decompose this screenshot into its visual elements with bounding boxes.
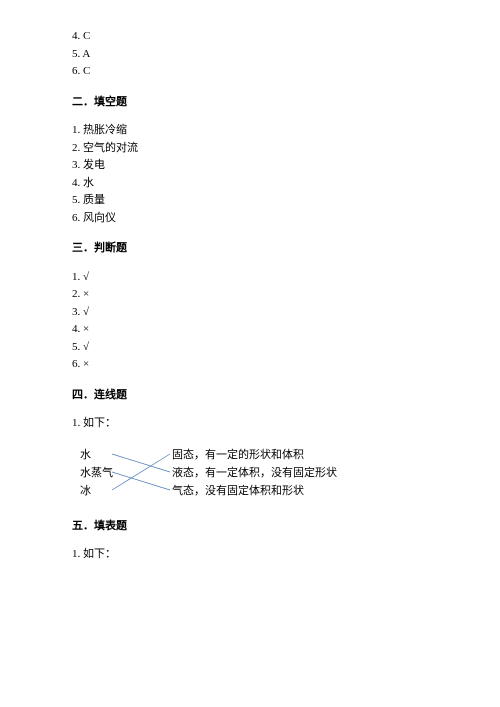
choice-num: 6.	[72, 65, 80, 77]
match-left-item: 水蒸气	[80, 465, 113, 482]
item-num: 3.	[72, 159, 80, 171]
judge-mark: ×	[83, 323, 89, 335]
match-left-item: 水	[80, 447, 91, 464]
item-text: 风向仪	[83, 212, 116, 224]
judge-row: 1. √	[72, 269, 428, 286]
item-text: 热胀冷缩	[83, 124, 127, 136]
section-4-subtext: 1. 如下：	[72, 415, 428, 432]
choice-value: C	[83, 30, 90, 42]
judge-mark: ×	[83, 288, 89, 300]
item-num: 5.	[72, 341, 80, 353]
fill-blank-row: 5. 质量	[72, 192, 428, 209]
item-num: 5.	[72, 194, 80, 206]
section-3-header: 三．判断题	[72, 240, 428, 257]
section-2-header: 二．填空题	[72, 94, 428, 111]
judge-mark: ×	[83, 358, 89, 370]
item-num: 2.	[72, 142, 80, 154]
item-text: 质量	[83, 194, 105, 206]
match-left-item: 冰	[80, 483, 91, 500]
choice-answer-row: 4. C	[72, 28, 428, 45]
fill-blank-row: 2. 空气的对流	[72, 140, 428, 157]
judge-mark: √	[83, 271, 89, 283]
item-text: 空气的对流	[83, 142, 138, 154]
item-num: 2.	[72, 288, 80, 300]
choice-value: A	[82, 48, 90, 60]
item-num: 4.	[72, 323, 80, 335]
choice-answers-block: 4. C 5. A 6. C	[72, 28, 428, 80]
fill-blank-row: 3. 发电	[72, 157, 428, 174]
section-4-header: 四．连线题	[72, 387, 428, 404]
section-5-subtext: 1. 如下：	[72, 546, 428, 563]
choice-value: C	[83, 65, 90, 77]
match-right-item: 固态，有一定的形状和体积	[172, 447, 304, 464]
choice-num: 5.	[72, 48, 80, 60]
judge-row: 5. √	[72, 339, 428, 356]
section-5-header: 五．填表题	[72, 518, 428, 535]
choice-answer-row: 6. C	[72, 63, 428, 80]
item-num: 3.	[72, 306, 80, 318]
item-num: 6.	[72, 212, 80, 224]
match-right-item: 液态，有一定体积，没有固定形状	[172, 465, 337, 482]
judge-row: 4. ×	[72, 321, 428, 338]
judge-row: 6. ×	[72, 356, 428, 373]
fill-blank-row: 1. 热胀冷缩	[72, 122, 428, 139]
judge-mark: √	[83, 341, 89, 353]
choice-answer-row: 5. A	[72, 46, 428, 63]
judge-block: 1. √ 2. × 3. √ 4. × 5. √ 6. ×	[72, 269, 428, 373]
judge-row: 3. √	[72, 304, 428, 321]
judge-mark: √	[83, 306, 89, 318]
match-right-item: 气态，没有固定体积和形状	[172, 483, 304, 500]
item-num: 4.	[72, 177, 80, 189]
item-text: 发电	[83, 159, 105, 171]
fill-blank-block: 1. 热胀冷缩 2. 空气的对流 3. 发电 4. 水 5. 质量 6. 风向仪	[72, 122, 428, 226]
fill-blank-row: 4. 水	[72, 175, 428, 192]
matching-diagram: 水水蒸气冰 固态，有一定的形状和体积液态，有一定体积，没有固定形状气态，没有固定体…	[72, 446, 428, 504]
choice-num: 4.	[72, 30, 80, 42]
item-num: 1.	[72, 124, 80, 136]
item-num: 6.	[72, 358, 80, 370]
item-num: 1.	[72, 271, 80, 283]
item-text: 水	[83, 177, 94, 189]
judge-row: 2. ×	[72, 286, 428, 303]
fill-blank-row: 6. 风向仪	[72, 210, 428, 227]
